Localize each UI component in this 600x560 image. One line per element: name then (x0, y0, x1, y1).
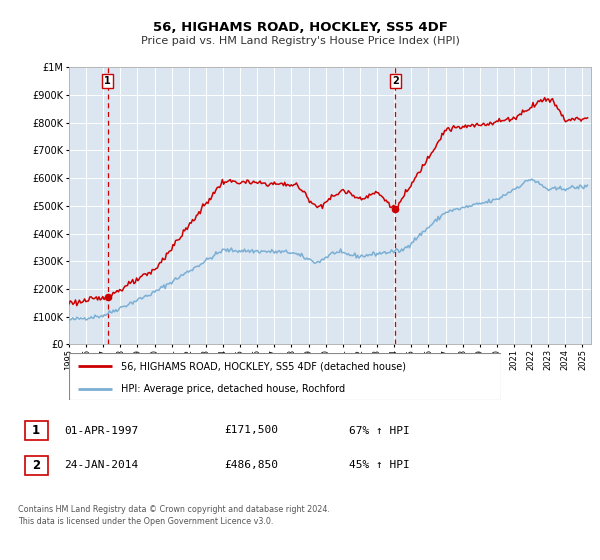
Text: 01-APR-1997: 01-APR-1997 (64, 426, 139, 436)
Text: £171,500: £171,500 (224, 426, 278, 436)
Text: 1: 1 (32, 424, 40, 437)
Text: £486,850: £486,850 (224, 460, 278, 470)
FancyBboxPatch shape (25, 456, 48, 475)
Text: Price paid vs. HM Land Registry's House Price Index (HPI): Price paid vs. HM Land Registry's House … (140, 36, 460, 46)
Text: 24-JAN-2014: 24-JAN-2014 (64, 460, 139, 470)
Text: 45% ↑ HPI: 45% ↑ HPI (349, 460, 410, 470)
Text: 56, HIGHAMS ROAD, HOCKLEY, SS5 4DF (detached house): 56, HIGHAMS ROAD, HOCKLEY, SS5 4DF (deta… (121, 361, 406, 371)
Text: 1: 1 (104, 76, 111, 86)
Text: 2: 2 (32, 459, 40, 472)
FancyBboxPatch shape (69, 353, 501, 400)
Text: Contains HM Land Registry data © Crown copyright and database right 2024.
This d: Contains HM Land Registry data © Crown c… (18, 505, 330, 526)
Text: 67% ↑ HPI: 67% ↑ HPI (349, 426, 410, 436)
Text: 2: 2 (392, 76, 399, 86)
Text: HPI: Average price, detached house, Rochford: HPI: Average price, detached house, Roch… (121, 384, 345, 394)
Text: 56, HIGHAMS ROAD, HOCKLEY, SS5 4DF: 56, HIGHAMS ROAD, HOCKLEY, SS5 4DF (152, 21, 448, 34)
FancyBboxPatch shape (25, 421, 48, 440)
